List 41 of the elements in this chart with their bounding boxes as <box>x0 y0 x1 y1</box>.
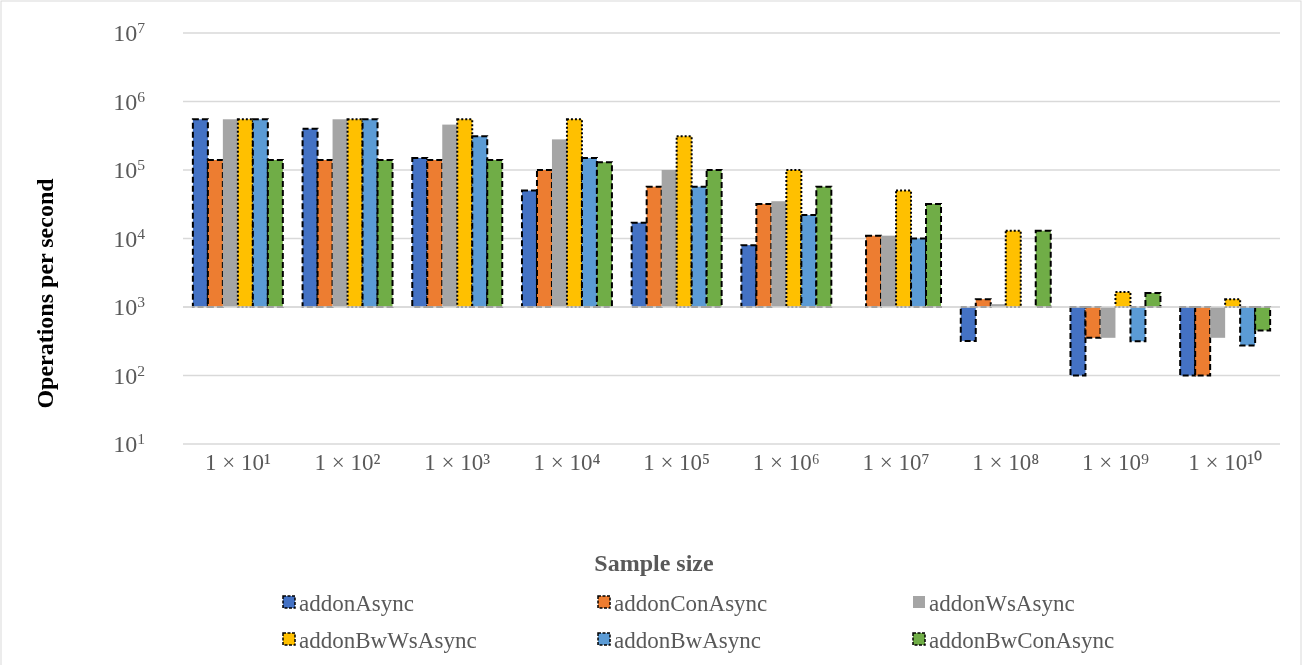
y-tick-label: 10$^{5}$ <box>113 155 146 184</box>
bar <box>442 124 458 307</box>
x-tick-label: 1 × 10³ <box>424 450 491 475</box>
y-tick-label: 10$^{3}$ <box>113 292 146 321</box>
x-tick-label: 1 × 10¹⁰ <box>1188 450 1263 475</box>
legend-label: addonBwWsAsync <box>299 628 477 654</box>
x-tick-label: 1 × 10⁸ <box>972 450 1040 475</box>
legend-label: addonWsAsync <box>929 591 1075 617</box>
bar <box>1129 306 1147 343</box>
y-tick-label: 10$^{4}$ <box>113 224 146 252</box>
legend-label: addonAsync <box>299 591 414 617</box>
bar <box>1114 291 1132 308</box>
bar <box>661 170 677 307</box>
legend-label: addonBwAsync <box>614 628 761 654</box>
y-axis-title: Operations per second <box>32 177 58 409</box>
x-tick-label: 1 × 10² <box>314 450 381 475</box>
bar <box>959 306 977 342</box>
y-tick-label: 10$^{7}$ <box>113 18 146 47</box>
x-tick-label: 1 × 10⁴ <box>533 450 601 475</box>
x-tick-label: 1 × 10⁵ <box>643 450 711 475</box>
bar <box>551 139 567 307</box>
legend-label: addonConAsync <box>614 591 768 617</box>
y-tick-label: 10$^{1}$ <box>113 429 145 458</box>
x-tick-label: 1 × 10⁷ <box>862 450 930 475</box>
legend-label: addonBwConAsync <box>929 628 1115 654</box>
x-tick-label: 1 × 10⁹ <box>1081 450 1149 475</box>
x-tick-label: 1 × 10⁶ <box>752 450 820 475</box>
bar <box>881 235 897 307</box>
bar <box>1100 307 1116 338</box>
y-tick-label: 10$^{6}$ <box>113 87 146 115</box>
bar <box>222 119 238 307</box>
bar <box>332 119 348 307</box>
bar <box>865 234 883 308</box>
bar <box>771 201 787 307</box>
bar <box>1004 229 1022 308</box>
y-tick-label: 10$^{2}$ <box>113 361 145 389</box>
x-axis-title: Sample size <box>594 550 714 576</box>
bar <box>1144 292 1162 308</box>
bar <box>1034 229 1052 308</box>
bar <box>1210 307 1226 338</box>
x-tick-label: 1 × 10¹ <box>204 450 271 475</box>
